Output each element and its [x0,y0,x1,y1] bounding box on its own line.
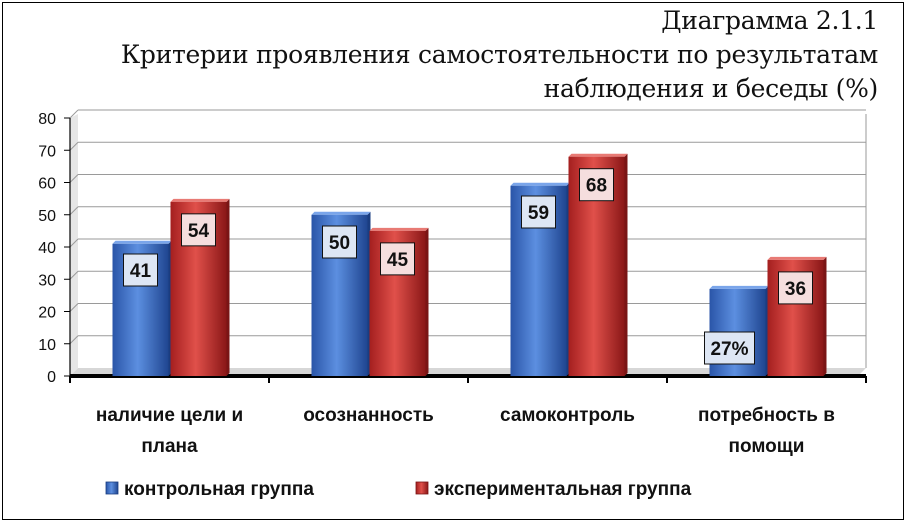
data-label: 50 [329,233,350,254]
data-label: 27% [710,339,748,360]
bar-top [311,211,371,215]
x-tick-label: плана [141,436,198,457]
gridline-depth [69,141,79,151]
x-tick-label: самоконтроль [500,405,635,426]
side-wall [70,114,78,376]
data-label-box [123,253,158,287]
x-tick-label: осознанность [303,405,434,426]
data-label-box [704,331,755,365]
bar-top [709,285,769,289]
bar-top [568,153,628,157]
data-label: 36 [785,279,806,300]
data-label: 54 [188,221,210,242]
y-tick-label: 20 [38,305,56,322]
data-label: 41 [130,261,152,282]
y-tick-label: 10 [38,337,56,354]
gridline-depth [69,335,79,345]
y-tick-label: 70 [38,143,56,160]
bar-top [112,240,172,244]
y-tick-label: 40 [38,240,56,257]
bar-side [425,227,429,376]
y-tick-label: 80 [38,111,56,128]
data-label-box [380,242,415,276]
y-tick-label: 50 [38,208,56,225]
chart-subtitle-line-2: наблюдения и беседы (%) [543,74,879,103]
chart-subtitle-line-1: Критерии проявления самостоятельности по… [120,40,878,69]
chart-title: Диаграмма 2.1.1 [661,6,878,35]
bar-top [510,182,570,186]
bar-top [170,198,230,202]
legend-swatch-experimental [415,481,429,495]
gridline-depth [69,270,79,280]
data-label: 68 [586,176,607,197]
x-tick-label: наличие цели и [96,405,243,426]
data-label-box [778,271,813,305]
legend-swatch-control [105,481,119,495]
bar-top [369,227,429,231]
legend-label: экспериментальная группа [434,479,692,500]
x-tick-label: потребность в [698,405,835,426]
data-label-box [521,195,556,229]
gridline-depth [69,238,79,248]
y-tick-label: 60 [38,176,56,193]
data-label: 59 [528,203,549,224]
x-tick-label: помощи [729,436,805,457]
gridline-depth [69,174,79,183]
data-label-box [322,225,357,259]
y-tick-label: 0 [47,369,56,386]
gridline-depth [69,109,79,119]
bar-side [624,153,628,376]
legend-label: контрольная группа [124,479,314,500]
data-label-box [579,168,614,202]
bar-top [767,256,827,260]
gridline-depth [69,303,79,312]
gridline-depth [69,206,79,216]
bar-side [226,198,230,376]
data-label: 45 [387,250,409,271]
y-tick-label: 30 [38,272,56,289]
data-label-box [181,213,216,247]
bar-side [823,256,827,376]
